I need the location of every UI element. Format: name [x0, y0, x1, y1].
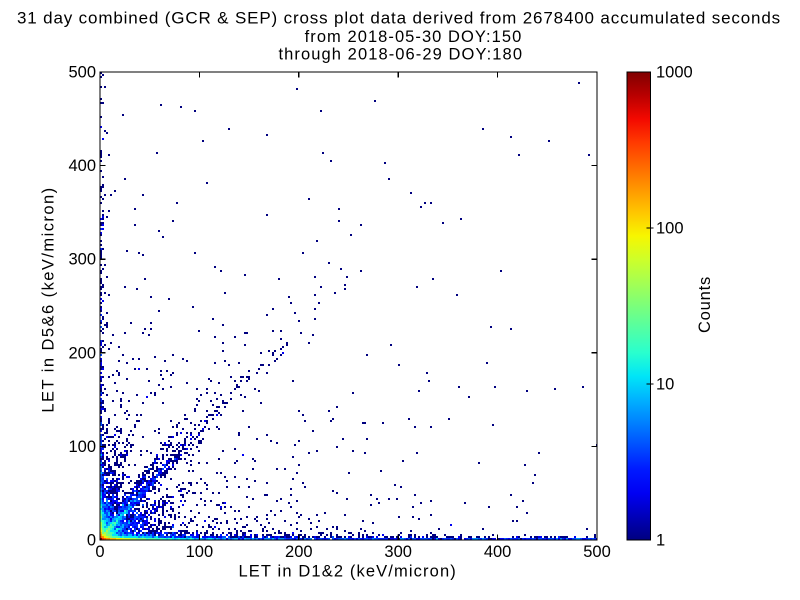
svg-text:200: 200 — [68, 344, 96, 362]
svg-text:0: 0 — [87, 532, 96, 550]
svg-text:through 2018-06-29 DOY:180: through 2018-06-29 DOY:180 — [279, 46, 524, 64]
svg-text:1000: 1000 — [656, 64, 693, 82]
svg-text:200: 200 — [285, 543, 313, 561]
svg-text:100: 100 — [656, 220, 684, 238]
svg-text:100: 100 — [186, 543, 214, 561]
svg-text:300: 300 — [384, 543, 412, 561]
svg-text:500: 500 — [68, 64, 96, 82]
svg-text:500: 500 — [583, 543, 611, 561]
svg-text:300: 300 — [68, 251, 96, 269]
svg-text:100: 100 — [68, 438, 96, 456]
svg-text:Counts: Counts — [696, 276, 714, 333]
svg-text:1: 1 — [656, 532, 665, 550]
svg-text:400: 400 — [68, 157, 96, 175]
svg-text:from 2018-05-30 DOY:150: from 2018-05-30 DOY:150 — [305, 28, 523, 46]
svg-text:400: 400 — [484, 543, 512, 561]
svg-text:LET in D1&2 (keV/micron): LET in D1&2 (keV/micron) — [238, 563, 456, 581]
svg-text:31 day combined (GCR & SEP) cr: 31 day combined (GCR & SEP) cross plot d… — [17, 9, 781, 28]
svg-text:0: 0 — [95, 543, 104, 561]
svg-text:LET in D5&6 (keV/micron): LET in D5&6 (keV/micron) — [40, 186, 58, 412]
svg-text:10: 10 — [656, 376, 674, 394]
